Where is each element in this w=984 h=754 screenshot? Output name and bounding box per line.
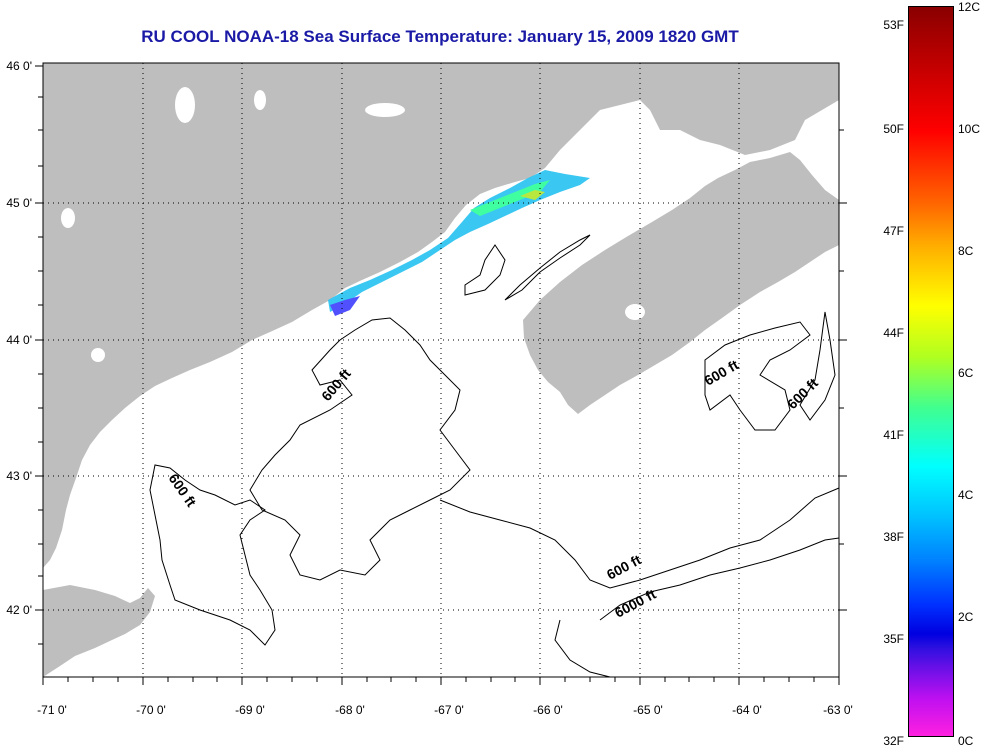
colorbar-f-label: 44F	[883, 326, 904, 340]
y-axis-labels: 46 0' 45 0' 44 0' 43 0' 42 0'	[6, 59, 32, 617]
colorbar-c-label: 0C	[958, 734, 974, 748]
contour-fundy-channel	[504, 234, 591, 301]
colorbar-f-label: 35F	[883, 632, 904, 646]
contour-600ft-georges	[439, 487, 840, 589]
lake	[365, 103, 405, 117]
contour-fundy	[464, 244, 506, 296]
colorbar-c-label: 12C	[958, 0, 981, 14]
sst-cool-band	[328, 170, 590, 312]
land-maine	[43, 63, 839, 568]
colorbar-c-label: 6C	[958, 366, 974, 380]
colorbar-c-label: 10C	[958, 122, 981, 136]
colorbar-f-label: 50F	[883, 122, 904, 136]
x-tick-label: -63 0'	[823, 703, 853, 717]
sst-data-patch	[328, 170, 590, 316]
colorbar-f-label: 47F	[883, 224, 904, 238]
colorbar-f-label: 38F	[883, 530, 904, 544]
lakes	[61, 87, 645, 362]
lake	[625, 304, 645, 320]
colorbar-f-label: 53F	[883, 18, 904, 32]
x-tick-label: -66 0'	[533, 703, 563, 717]
contour-south-arc	[554, 619, 611, 678]
colorbar-c-label: 8C	[958, 244, 974, 258]
y-tick-label: 45 0'	[6, 196, 32, 210]
lake	[254, 90, 266, 110]
bathymetry-contours	[149, 234, 840, 678]
contour-600ft-gulf	[249, 317, 471, 581]
lake	[91, 348, 105, 362]
land-masses	[43, 63, 839, 677]
x-tick-label: -64 0'	[732, 703, 762, 717]
lake	[175, 87, 195, 123]
x-tick-label: -67 0'	[434, 703, 464, 717]
x-tick-label: -65 0'	[633, 703, 663, 717]
x-axis-labels: -71 0' -70 0' -69 0' -68 0' -67 0' -66 0…	[37, 703, 853, 717]
y-tick-label: 42 0'	[6, 603, 32, 617]
sst-coldest-spot	[330, 296, 360, 316]
land-nova-scotia	[523, 152, 839, 414]
lake	[61, 208, 75, 228]
contour-600ft-far-east	[799, 311, 836, 421]
colorbar-c-label: 4C	[958, 488, 974, 502]
y-tick-label: 46 0'	[6, 59, 32, 73]
sst-warm-band	[470, 180, 550, 216]
land-new-brunswick	[518, 112, 730, 308]
land-cape-cod	[43, 585, 155, 677]
x-tick-label: -70 0'	[136, 703, 166, 717]
sst-warmest-spot	[520, 190, 545, 200]
y-tick-label: 44 0'	[6, 333, 32, 347]
colorbar-f-label: 32F	[883, 734, 904, 748]
x-tick-label: -71 0'	[37, 703, 67, 717]
y-tick-label: 43 0'	[6, 469, 32, 483]
x-tick-label: -68 0'	[335, 703, 365, 717]
contour-600ft-east	[704, 321, 811, 431]
colorbar-f-label: 41F	[883, 428, 904, 442]
x-tick-label: -69 0'	[235, 703, 265, 717]
temperature-colorbar	[908, 6, 954, 737]
colorbar-c-label: 2C	[958, 610, 974, 624]
tick-marks	[35, 65, 847, 685]
contour-6000ft	[599, 537, 840, 621]
map-title: RU COOL NOAA-18 Sea Surface Temperature:…	[141, 27, 739, 46]
contour-600ft-west	[149, 464, 276, 646]
